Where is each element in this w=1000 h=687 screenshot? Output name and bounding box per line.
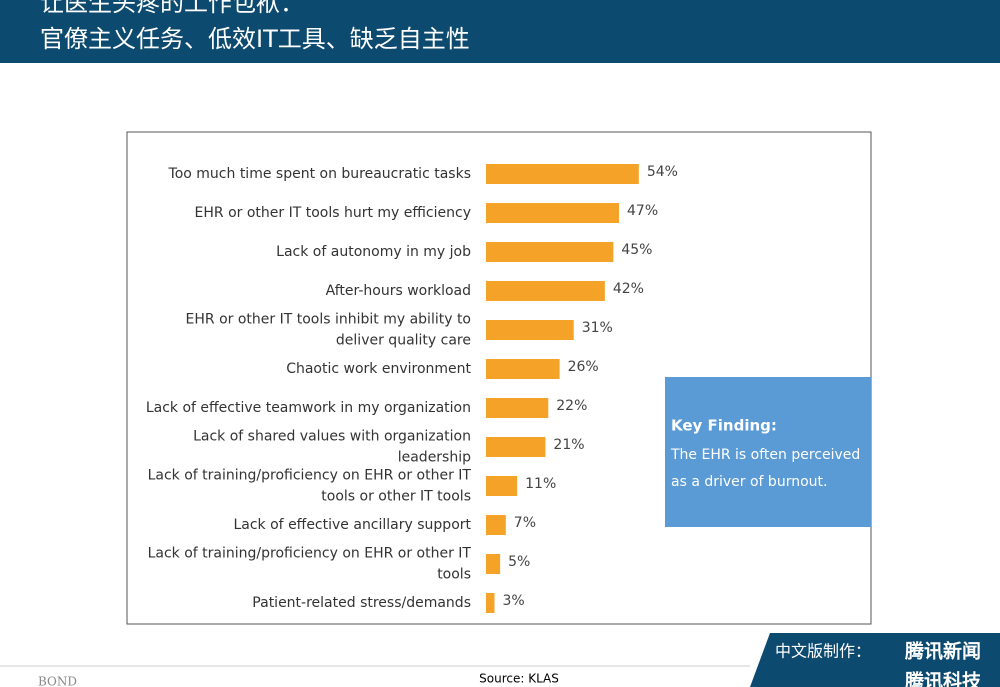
value-label: 22% (556, 398, 587, 414)
value-label: 45% (621, 242, 652, 258)
brand: 腾讯科技 (904, 670, 982, 687)
header-title: 官僚主义任务、低效IT工具、缺乏自主性 (40, 25, 470, 53)
value-label: 3% (502, 593, 524, 609)
category-label: Lack of effective teamwork in my organiz… (146, 400, 471, 416)
bar (486, 281, 605, 301)
category-label: EHR or other IT tools hurt my efficiency (195, 205, 471, 221)
category-label: Lack of effective ancillary support (233, 517, 471, 533)
chart: Too much time spent on bureaucratic task… (146, 164, 678, 613)
category-label: leadership (398, 450, 471, 466)
category-label: Lack of training/proficiency on EHR or o… (148, 546, 472, 562)
bar (486, 515, 506, 535)
category-label: Lack of autonomy in my job (276, 244, 471, 260)
value-label: 5% (508, 554, 530, 570)
category-label: Too much time spent on bureaucratic task… (168, 166, 471, 182)
category-label: After-hours workload (326, 283, 471, 299)
category-label: tools (437, 567, 471, 583)
bar (486, 554, 501, 574)
header-bar (0, 0, 1000, 63)
annotation-title: Key Finding: (671, 417, 777, 435)
category-label: Lack of shared values with organization (193, 429, 471, 445)
category-label: Chaotic work environment (286, 361, 471, 377)
header-title: 让医生头疼的工作包袱： (40, 0, 304, 17)
value-label: 26% (568, 359, 599, 375)
bar (486, 359, 560, 379)
brand: 腾讯新闻 (904, 640, 981, 663)
footer-left: BOND (38, 675, 77, 687)
bar (486, 476, 518, 496)
value-label: 42% (613, 281, 644, 297)
value-label: 21% (553, 437, 584, 453)
value-label: 11% (525, 476, 556, 492)
value-label: 31% (582, 320, 613, 336)
value-label: 7% (514, 515, 536, 531)
bar (486, 593, 495, 613)
category-label: Lack of training/proficiency on EHR or o… (148, 468, 472, 484)
credit-band (750, 633, 1000, 687)
value-label: 54% (647, 164, 678, 180)
category-label: tools or other IT tools (321, 489, 471, 505)
category-label: Patient-related stress/demands (252, 595, 471, 611)
credit-label: 中文版制作： (775, 642, 871, 661)
bar (486, 398, 549, 418)
category-label: deliver quality care (336, 333, 471, 349)
bar (486, 203, 620, 223)
annotation-text: as a driver of burnout. (671, 474, 827, 490)
bar (486, 242, 614, 262)
bar (486, 437, 546, 457)
annotation-box (665, 377, 871, 527)
bar (486, 164, 639, 184)
value-label: 47% (627, 203, 658, 219)
category-label: EHR or other IT tools inhibit my ability… (186, 312, 471, 328)
annotation-text: The EHR is often perceived (670, 447, 860, 463)
bar (486, 320, 574, 340)
footer-source: Source: KLAS (479, 672, 559, 686)
